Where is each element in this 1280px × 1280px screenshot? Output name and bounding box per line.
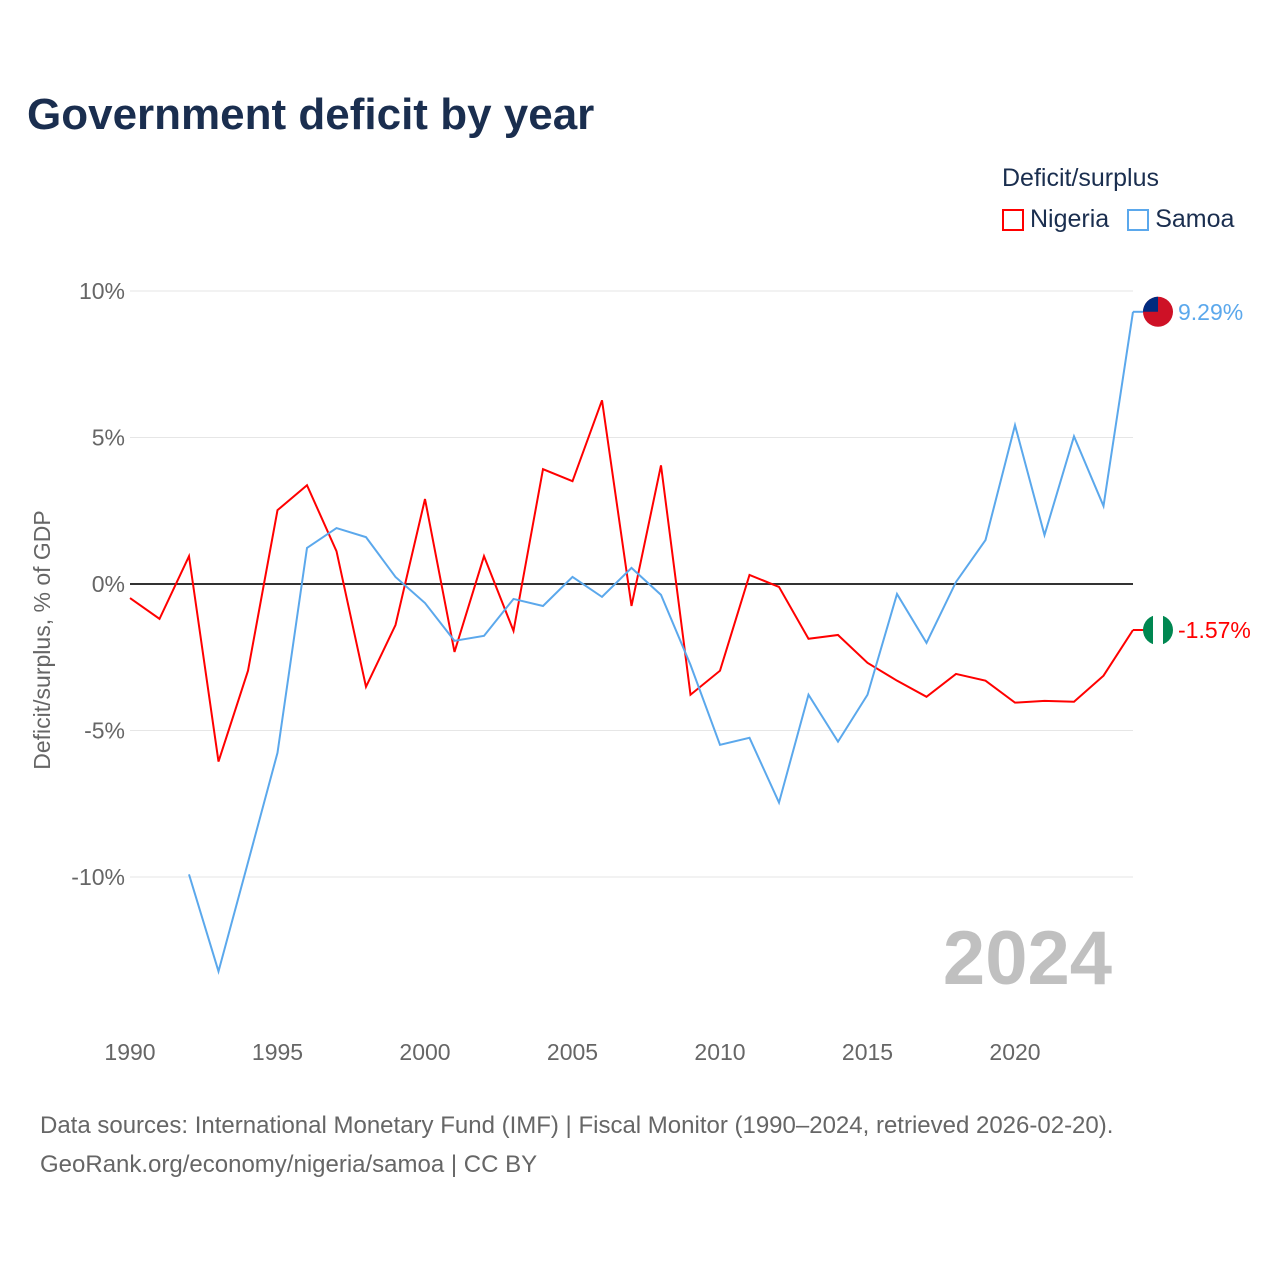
x-tick-label: 2020 (989, 1039, 1040, 1065)
legend-label-samoa: Samoa (1155, 205, 1235, 233)
samoa-flag-canton (1143, 296, 1158, 312)
x-tick-label: 1995 (252, 1039, 303, 1065)
legend: Nigeria Samoa (1002, 205, 1234, 234)
nigeria-flag-stripe (1153, 615, 1163, 646)
y-tick-label: 10% (79, 278, 125, 304)
source-note: Data sources: International Monetary Fun… (40, 1106, 1113, 1184)
y-axis-label: Deficit/surplus, % of GDP (29, 510, 55, 769)
legend-swatch-samoa (1127, 208, 1150, 231)
source-line-1: Data sources: International Monetary Fun… (40, 1112, 1114, 1139)
y-tick-label: 5% (92, 425, 125, 451)
legend-title: Deficit/surplus (1002, 164, 1159, 192)
series-line-nigeria (129, 399, 1134, 762)
x-tick-label: 2010 (694, 1039, 745, 1065)
y-tick-label: -5% (84, 718, 125, 744)
source-line-2: GeoRank.org/economy/nigeria/samoa | CC B… (40, 1151, 538, 1178)
legend-swatch-nigeria (1002, 208, 1024, 231)
x-tick-label: 1990 (104, 1039, 155, 1065)
end-value-label-nigeria: -1.57% (1178, 617, 1251, 643)
x-tick-label: 2005 (547, 1039, 598, 1065)
chart-title: Government deficit by year (27, 90, 595, 139)
x-tick-label: 2000 (399, 1039, 450, 1065)
y-tick-label: -10% (71, 864, 125, 890)
end-value-label-samoa: 9.29% (1178, 299, 1243, 325)
x-tick-label: 2015 (842, 1039, 893, 1065)
year-watermark: 2024 (943, 916, 1112, 1001)
legend-item-nigeria[interactable]: Nigeria (1002, 205, 1109, 234)
legend-label-nigeria: Nigeria (1030, 205, 1110, 233)
legend-item-samoa[interactable]: Samoa (1127, 205, 1234, 234)
series-line-samoa (188, 311, 1134, 975)
y-tick-label: 0% (92, 571, 125, 597)
